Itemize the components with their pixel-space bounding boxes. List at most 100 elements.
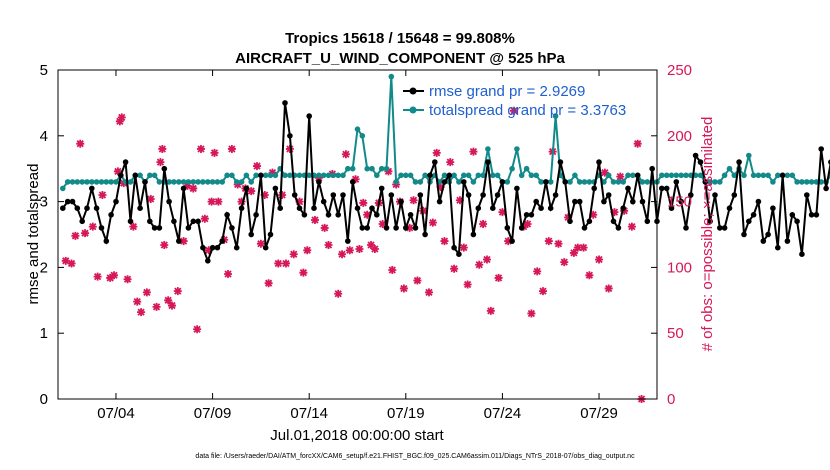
- rmse-point: [214, 244, 221, 251]
- obs-count-point: [204, 246, 213, 255]
- rmse-point: [330, 192, 337, 198]
- totalspread-point: [746, 152, 752, 159]
- totalspread-point: [69, 179, 76, 185]
- rmse-point: [610, 218, 617, 225]
- x-tick-label: 07/14: [290, 405, 328, 422]
- totalspread-point: [403, 172, 409, 179]
- rmse-point: [808, 212, 815, 218]
- obs-count-point: [627, 222, 636, 231]
- totalspread-point: [494, 172, 501, 179]
- rmse-point: [103, 238, 110, 244]
- x-tick-label: 07/04: [97, 405, 135, 422]
- obs-count-point: [264, 279, 273, 288]
- rmse-point: [64, 198, 71, 205]
- totalspread-point: [340, 172, 346, 179]
- rmse-point: [349, 179, 356, 185]
- obs-count-point: [338, 250, 347, 259]
- obs-count-point: [179, 237, 188, 246]
- rmse-point: [311, 205, 317, 211]
- totalspread-point: [200, 179, 206, 185]
- rmse-point: [296, 205, 303, 211]
- obs-count-point: [595, 255, 604, 264]
- totalspread-point: [108, 179, 114, 185]
- rmse-point: [407, 212, 414, 218]
- obs-count-point: [168, 301, 177, 310]
- obs-count-point: [610, 208, 619, 217]
- totalspread-point: [325, 172, 332, 179]
- rmse-point: [205, 258, 211, 264]
- obs-count-point: [289, 250, 298, 259]
- rmse-point: [634, 172, 641, 179]
- rmse-point: [74, 205, 81, 211]
- rmse-point: [799, 251, 805, 257]
- totalspread-point: [262, 172, 269, 179]
- obs-count-point: [299, 268, 308, 277]
- totalspread-point: [441, 172, 448, 179]
- rmse-point: [267, 231, 274, 238]
- rmse-point: [779, 172, 786, 179]
- totalspread-point: [581, 179, 588, 185]
- obs-count-point: [413, 276, 422, 285]
- rmse-point: [436, 198, 443, 205]
- obs-count-point: [81, 229, 90, 238]
- totalspread-point: [267, 172, 274, 179]
- totalspread-point: [349, 165, 356, 172]
- totalspread-point: [93, 179, 100, 185]
- obs-count-point: [158, 144, 167, 153]
- totalspread-point: [378, 165, 385, 172]
- obs-count-point: [370, 244, 379, 253]
- obs-count-point: [320, 223, 329, 232]
- rmse-point: [562, 179, 568, 185]
- totalspread-point: [533, 172, 539, 179]
- rmse-point: [113, 198, 119, 205]
- totalspread-point: [60, 185, 66, 192]
- obs-count-point: [428, 218, 437, 227]
- totalspread-point: [137, 172, 143, 179]
- totalspread-point: [272, 172, 279, 179]
- rmse-point: [262, 244, 269, 251]
- rmse-point: [605, 192, 612, 198]
- totalspread-point: [98, 179, 105, 185]
- totalspread-point: [504, 179, 511, 185]
- obs-count-point: [303, 246, 312, 255]
- rmse-point: [176, 238, 182, 244]
- obs-count-point: [61, 256, 70, 265]
- rmse-point: [301, 212, 308, 218]
- rmse-point: [132, 172, 139, 179]
- obs-count-point: [146, 194, 155, 203]
- obs-count-point: [351, 175, 360, 184]
- y-right-tick-label: 250: [667, 62, 692, 79]
- totalspread-point: [354, 126, 361, 132]
- rmse-point: [378, 185, 385, 192]
- obs-count-point: [142, 288, 151, 297]
- rmse-point: [504, 225, 511, 231]
- obs-count-point: [173, 287, 182, 296]
- obs-count-point: [399, 284, 408, 293]
- rmse-point: [287, 133, 293, 139]
- obs-count-point: [110, 271, 119, 280]
- rmse-point: [142, 179, 148, 185]
- rmse-point: [272, 185, 279, 192]
- rmse-point: [446, 172, 453, 179]
- totalspread-point: [209, 179, 216, 185]
- obs-count-point: [227, 144, 236, 153]
- obs-count-point: [210, 148, 219, 157]
- y-right-tick-label: 50: [667, 325, 684, 342]
- totalspread-point: [639, 179, 646, 185]
- rmse-point: [60, 205, 66, 211]
- rmse-point: [364, 225, 371, 231]
- rmse-point: [180, 185, 187, 192]
- x-axis-label: Jul.01,2018 00:00:00 start: [270, 427, 444, 444]
- totalspread-point: [345, 165, 351, 172]
- rmse-point: [726, 205, 733, 211]
- totalspread-point: [89, 179, 95, 185]
- totalspread-point: [625, 172, 631, 179]
- totalspread-point: [784, 172, 791, 179]
- obs-count-point: [123, 275, 132, 284]
- rmse-point: [625, 185, 631, 192]
- rmse-point: [451, 244, 457, 251]
- rmse-point: [547, 205, 554, 211]
- totalspread-point: [79, 179, 85, 185]
- totalspread-point: [490, 172, 496, 179]
- totalspread-point: [224, 172, 230, 179]
